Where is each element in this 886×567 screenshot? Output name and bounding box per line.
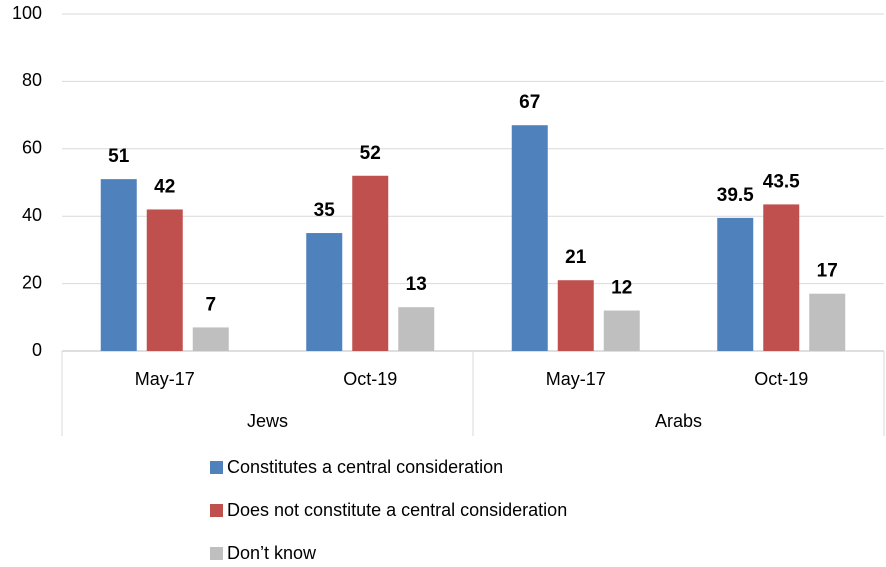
group-label: Arabs: [655, 411, 702, 431]
y-tick-label: 80: [22, 70, 42, 90]
bar: [306, 233, 343, 351]
bar: [352, 175, 389, 351]
bar: [511, 125, 548, 352]
bar: [192, 327, 229, 351]
x-tick-label: Oct-19: [754, 369, 808, 389]
x-tick-label: May-17: [546, 369, 606, 389]
bar: [100, 179, 137, 351]
value-label: 51: [108, 146, 130, 167]
bar: [398, 307, 435, 351]
bar: [603, 310, 640, 351]
value-label: 7: [205, 294, 216, 315]
value-label: 17: [817, 261, 838, 282]
group-label: Jews: [247, 411, 288, 431]
value-label: 43.5: [763, 171, 800, 192]
legend-label: Does not constitute a central considerat…: [227, 500, 567, 520]
value-label: 52: [360, 143, 381, 164]
legend-swatch: [210, 461, 223, 474]
value-label: 12: [611, 278, 632, 299]
value-label: 35: [314, 200, 336, 221]
legend-swatch: [210, 547, 223, 560]
value-label: 13: [406, 274, 427, 295]
value-label: 42: [154, 176, 175, 197]
y-tick-label: 60: [22, 138, 42, 158]
y-tick-label: 0: [32, 340, 42, 360]
bar: [763, 204, 800, 351]
legend-label: Constitutes a central consideration: [227, 457, 503, 477]
y-tick-label: 40: [22, 205, 42, 225]
bar: [717, 217, 754, 351]
bar: [809, 293, 846, 351]
y-tick-label: 20: [22, 272, 42, 292]
x-tick-label: Oct-19: [343, 369, 397, 389]
bar: [557, 280, 594, 351]
value-label: 39.5: [717, 185, 754, 206]
legend-label: Don’t know: [227, 543, 317, 563]
value-label: 21: [565, 247, 587, 268]
x-tick-label: May-17: [135, 369, 195, 389]
value-label: 67: [519, 92, 540, 113]
legend-swatch: [210, 504, 223, 517]
y-tick-label: 100: [12, 3, 42, 23]
bar: [146, 209, 183, 351]
